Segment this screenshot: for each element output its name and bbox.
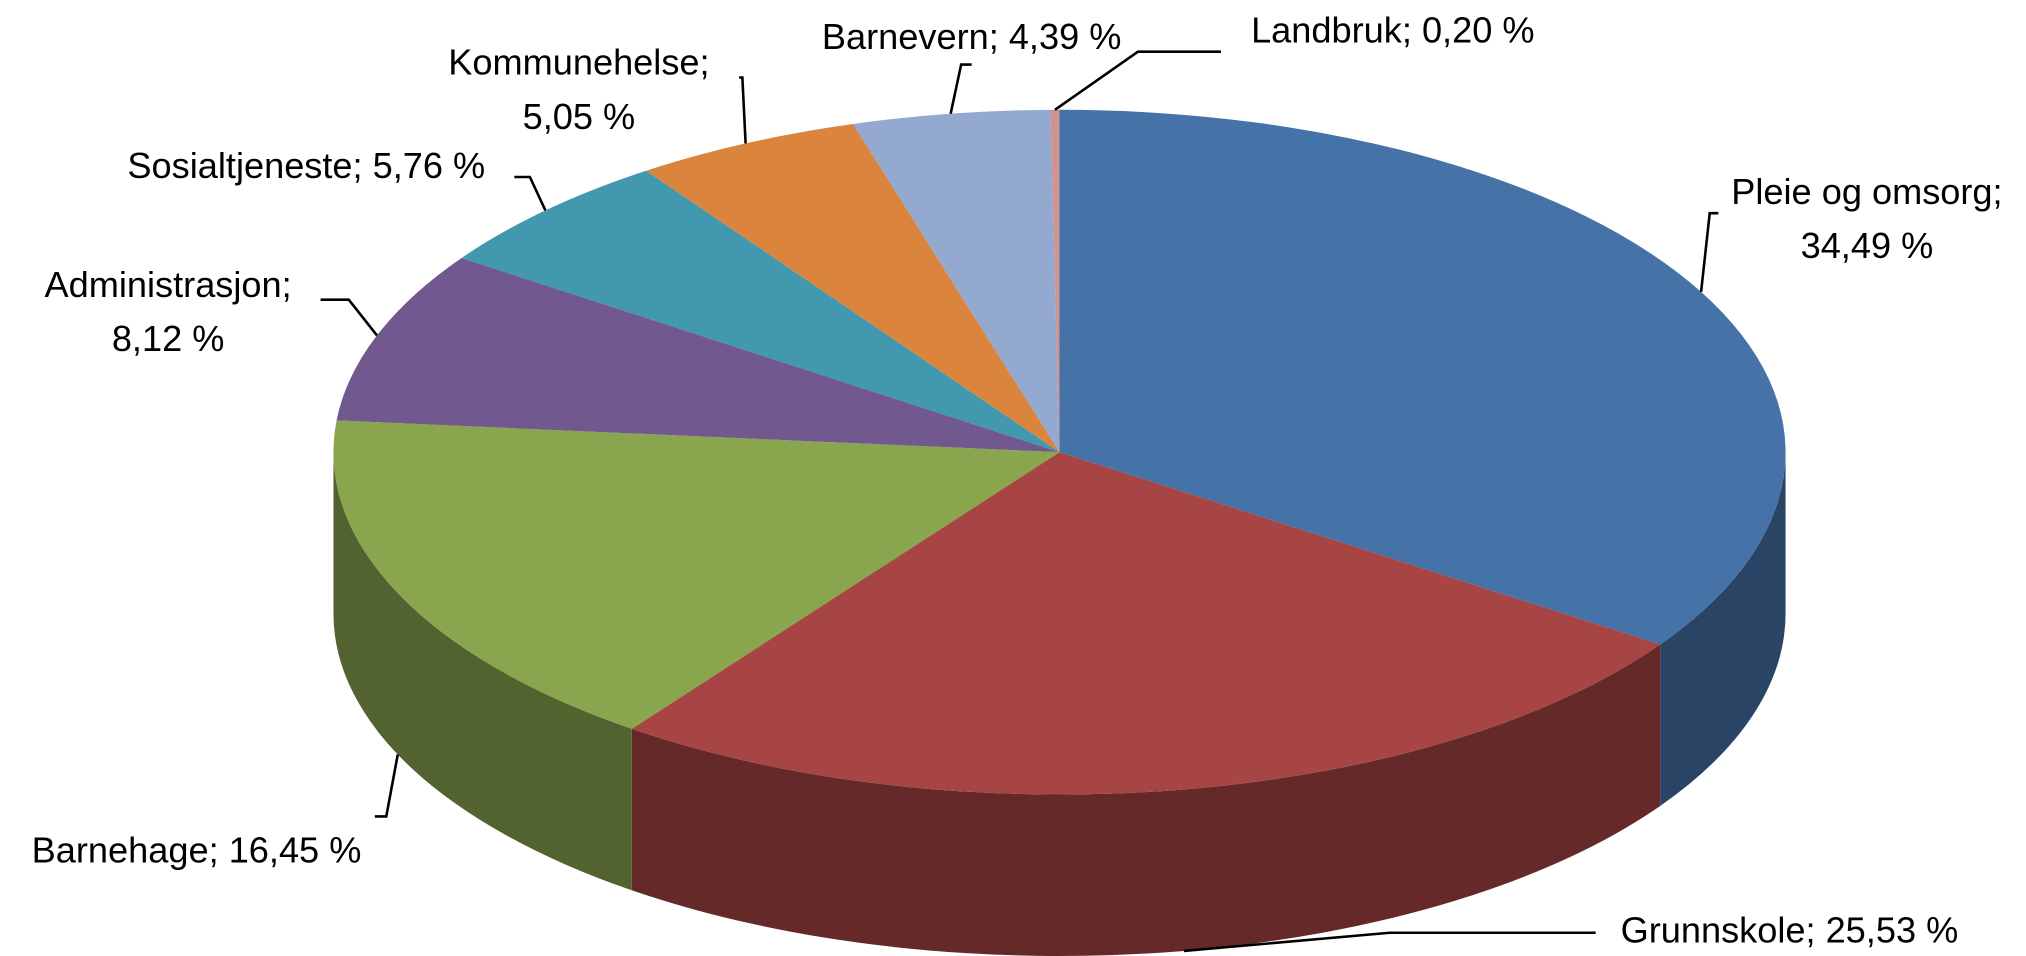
label-separator: ; (989, 15, 999, 56)
label-value: 0,20 % (1422, 9, 1535, 50)
data-label: Landbruk; 0,20 % (1251, 9, 1534, 50)
label-space (363, 144, 373, 185)
slice (333, 420, 1060, 729)
label-space (999, 15, 1009, 56)
label-separator: ; (353, 144, 363, 185)
leader-line (739, 76, 747, 144)
label-separator: ; (209, 829, 219, 870)
slice (646, 123, 1060, 453)
slice (852, 109, 1060, 453)
label-value: 5,05 % (523, 95, 636, 136)
leader-line (1054, 50, 1221, 111)
label-value: 8,12 % (112, 318, 225, 359)
label-name: Grunnskole (1621, 909, 1806, 950)
data-label: Barnehage; 16,45 % (32, 829, 362, 870)
slice (461, 170, 1060, 453)
label-value: 34,49 % (1801, 225, 1934, 266)
slice (631, 452, 1661, 795)
label-separator: ; (700, 41, 710, 82)
leader-line (949, 63, 972, 114)
leader-line (374, 754, 400, 818)
label-separator: ; (1805, 909, 1815, 950)
label-name: Kommunehelse (448, 41, 699, 82)
slice-side (333, 452, 632, 891)
label-name: Administrasjon (45, 263, 282, 304)
label-separator: ; (282, 263, 292, 304)
data-label: 34,49 % (1801, 225, 1934, 266)
leader-line (514, 175, 547, 211)
data-label: Pleie og omsorg; (1731, 170, 2002, 211)
label-space (1816, 909, 1826, 950)
leader-line (1183, 931, 1596, 953)
data-label: Grunnskole; 25,53 % (1621, 909, 1959, 950)
data-label: Administrasjon; (45, 263, 292, 304)
label-separator: ; (1993, 170, 2003, 211)
leader-line (1699, 211, 1719, 293)
label-space (219, 829, 229, 870)
label-space (1412, 9, 1422, 50)
label-name: Landbruk (1251, 9, 1403, 50)
data-label: Sosialtjeneste; 5,76 % (127, 144, 485, 185)
label-value: 16,45 % (229, 829, 362, 870)
slice-side (1660, 452, 1786, 806)
label-value: 4,39 % (1009, 15, 1122, 56)
data-label: Barnevern; 4,39 % (822, 15, 1121, 56)
slice (1059, 109, 1786, 645)
label-separator: ; (1402, 9, 1412, 50)
label-name: Pleie og omsorg (1731, 170, 1992, 211)
slice (1050, 109, 1060, 453)
data-label: Kommunehelse; (448, 41, 709, 82)
label-name: Barnehage (32, 829, 209, 870)
leader-line (320, 298, 378, 337)
label-name: Sosialtjeneste (127, 144, 352, 185)
slice-side (631, 644, 1661, 956)
slice (336, 257, 1060, 453)
data-label: 8,12 % (112, 318, 225, 359)
label-name: Barnevern (822, 15, 989, 56)
data-label: 5,05 % (523, 95, 636, 136)
label-value: 5,76 % (373, 144, 486, 185)
label-value: 25,53 % (1826, 909, 1959, 950)
